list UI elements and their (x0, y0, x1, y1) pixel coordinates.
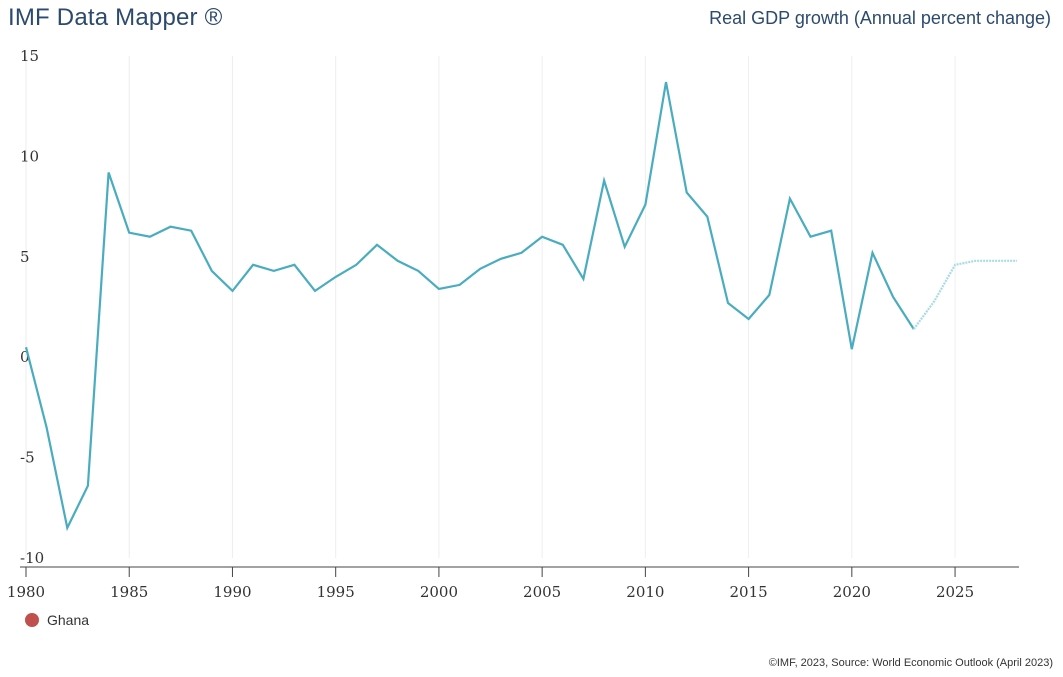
x-tick-label: 1995 (317, 583, 355, 601)
brand-title: IMF Data Mapper ® (8, 4, 223, 31)
legend-label: Ghana (47, 612, 90, 628)
x-tick-label: 1980 (7, 583, 45, 601)
legend-swatch (25, 613, 39, 627)
x-tick-label: 2010 (626, 583, 664, 601)
x-tick-label: 2025 (936, 583, 974, 601)
x-tick-label: 2015 (730, 583, 768, 601)
y-tick-label: 5 (20, 248, 30, 266)
source-credit: ©IMF, 2023, Source: World Economic Outlo… (768, 657, 1053, 669)
y-tick-label: -10 (20, 549, 44, 567)
y-tick-label: 0 (20, 348, 30, 366)
series-line-ghana (24, 81, 915, 532)
y-tick-label: -5 (20, 449, 35, 467)
y-tick-label: 10 (20, 147, 39, 165)
x-tick-label: 2000 (420, 583, 458, 601)
x-tick-label: 1990 (213, 583, 251, 601)
legend[interactable]: Ghana (25, 612, 89, 628)
y-tick-label: 15 (20, 47, 39, 65)
x-tick-label: 1985 (110, 583, 148, 601)
series-line-ghana-projection (912, 259, 1017, 330)
x-tick-label: 2005 (523, 583, 561, 601)
x-tick-label: 2020 (833, 583, 871, 601)
chart-title: Real GDP growth (Annual percent change) (709, 8, 1051, 28)
